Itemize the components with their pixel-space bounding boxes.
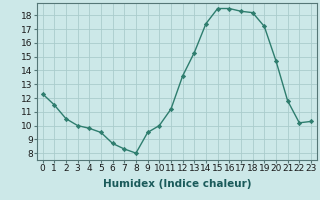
X-axis label: Humidex (Indice chaleur): Humidex (Indice chaleur)	[102, 179, 251, 189]
